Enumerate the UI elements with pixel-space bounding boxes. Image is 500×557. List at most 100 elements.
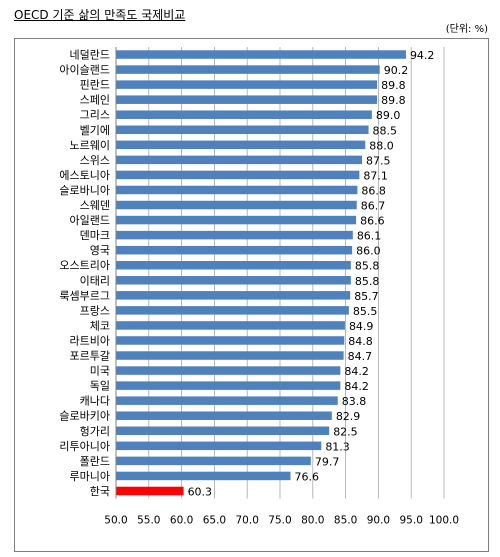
bar xyxy=(116,50,406,59)
data-label: 88.0 xyxy=(369,139,394,152)
category-label: 아이슬랜드 xyxy=(59,64,110,77)
bar xyxy=(116,170,360,180)
category-label: 슬로바키아 xyxy=(59,410,110,423)
category-label: 폴란드 xyxy=(80,455,110,468)
bar xyxy=(116,276,351,285)
category-label: 네덜란드 xyxy=(70,49,110,62)
category-label: 루마니아 xyxy=(70,470,110,483)
category-label: 미국 xyxy=(90,365,110,378)
data-label: 84.2 xyxy=(344,365,369,378)
x-tick-label: 65.0 xyxy=(203,515,226,527)
category-label: 이태리 xyxy=(80,274,110,287)
x-tick-label: 55.0 xyxy=(137,515,160,527)
x-tick-label: 90.0 xyxy=(367,515,390,527)
category-label: 한국 xyxy=(90,485,110,498)
data-label: 94.2 xyxy=(410,49,435,62)
bar xyxy=(116,260,351,270)
bar xyxy=(116,185,358,195)
x-tick-label: 95.0 xyxy=(400,515,423,527)
bar xyxy=(116,230,353,240)
data-label: 89.8 xyxy=(381,79,406,92)
data-label: 76.6 xyxy=(294,470,319,483)
data-label: 83.8 xyxy=(342,395,367,408)
bar xyxy=(116,306,349,315)
bar xyxy=(116,411,332,420)
data-label: 88.5 xyxy=(373,124,398,137)
category-label: 스웨덴 xyxy=(80,199,110,212)
bar xyxy=(116,155,362,165)
data-label: 84.7 xyxy=(348,350,373,363)
x-tick-label: 70.0 xyxy=(236,515,259,527)
category-label: 덴마크 xyxy=(80,229,110,242)
category-label: 영국 xyxy=(90,244,110,257)
data-label: 90.2 xyxy=(384,64,409,77)
x-tick-label: 80.0 xyxy=(301,515,324,527)
bar xyxy=(116,140,366,150)
chart-title: OECD 기준 삶의 만족도 국제비교 xyxy=(14,8,186,22)
category-label: 포르투갈 xyxy=(70,349,110,363)
category-label: 독일 xyxy=(90,379,110,393)
data-label: 89.0 xyxy=(376,109,401,122)
bar xyxy=(116,200,357,210)
data-label: 85.5 xyxy=(353,305,378,318)
category-label: 스위스 xyxy=(80,154,110,167)
data-label: 86.0 xyxy=(356,245,381,258)
data-label: 84.2 xyxy=(344,380,369,393)
x-tick-label: 75.0 xyxy=(268,515,291,527)
data-label: 82.9 xyxy=(336,410,361,423)
bar xyxy=(116,215,357,225)
data-label: 84.9 xyxy=(349,320,374,333)
x-tick-label: 50.0 xyxy=(104,515,127,527)
category-label: 룩셈부르그 xyxy=(59,289,110,302)
category-label: 오스트리아 xyxy=(59,259,110,272)
bar xyxy=(116,65,380,74)
category-label: 핀란드 xyxy=(80,79,110,92)
bar xyxy=(116,426,330,436)
bar xyxy=(116,321,345,330)
data-label: 85.7 xyxy=(354,290,379,303)
category-label: 아일랜드 xyxy=(70,213,110,227)
bar xyxy=(116,486,184,496)
bar xyxy=(116,291,351,300)
x-tick-label: 60.0 xyxy=(170,515,193,527)
bar xyxy=(116,471,291,481)
category-label: 헝가리 xyxy=(80,425,110,438)
category-label: 노르웨이 xyxy=(70,139,110,152)
category-label: 그리스 xyxy=(80,109,110,122)
category-label: 라트비아 xyxy=(70,334,110,347)
category-label: 리투아니아 xyxy=(59,440,110,453)
data-label: 60.3 xyxy=(188,485,213,498)
data-label: 85.8 xyxy=(355,260,380,273)
bar xyxy=(116,95,378,104)
bar xyxy=(116,366,341,375)
data-label: 87.5 xyxy=(366,154,391,167)
bar xyxy=(116,80,378,89)
x-tick-label: 100.0 xyxy=(429,515,459,527)
bar xyxy=(116,351,344,360)
data-label: 84.8 xyxy=(348,335,373,348)
bar xyxy=(116,396,338,405)
data-label: 86.8 xyxy=(361,184,386,197)
bar xyxy=(116,125,369,135)
data-label: 89.8 xyxy=(381,94,406,107)
category-label: 프랑스 xyxy=(80,304,110,317)
category-label: 벨기에 xyxy=(80,124,110,137)
bar xyxy=(116,336,345,345)
data-label: 86.6 xyxy=(360,215,385,228)
bar xyxy=(116,381,341,390)
data-label: 86.7 xyxy=(361,200,386,213)
bar xyxy=(116,110,372,119)
category-label: 체코 xyxy=(90,319,110,332)
bar xyxy=(116,441,322,451)
category-label: 슬로바니아 xyxy=(59,184,110,197)
data-label: 79.7 xyxy=(315,455,340,468)
bar xyxy=(116,456,311,466)
data-label: 85.8 xyxy=(355,275,380,288)
data-label: 86.1 xyxy=(357,230,382,243)
data-label: 82.5 xyxy=(333,425,358,438)
data-label: 81.3 xyxy=(325,440,350,453)
category-label: 에스토니아 xyxy=(59,169,110,182)
unit-note: (단위: %) xyxy=(445,24,488,35)
bar-chart: 50.0 55.0 60.0 65.0 70.0 75.0 80.0 85.0 90.0 95.0… xyxy=(59,47,459,527)
chart-frame: 50.0 55.0 60.0 65.0 70.0 75.0 80.0 85.0 90.0 95.0… xyxy=(14,38,489,552)
